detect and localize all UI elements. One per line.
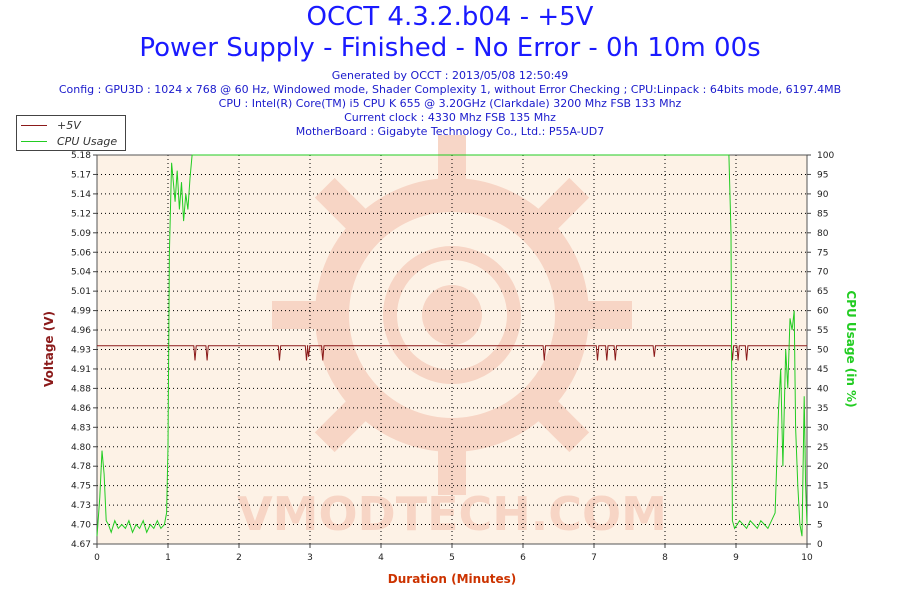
y-right-tick-label: 80 — [817, 229, 829, 239]
y-right-tick-label: 55 — [817, 326, 828, 336]
y-axis-left: 4.67 4.70 4.73 4.75 4.78 4.80 4.83 4.86 4.88 4.91… — [71, 151, 97, 550]
y-left-tick-label: 4.80 — [71, 443, 91, 453]
legend-label-voltage: +5V — [57, 118, 81, 132]
y-left-tick-label: 4.73 — [71, 501, 91, 511]
y-left-tick-label: 5.14 — [71, 190, 91, 200]
x-tick-label: 0 — [94, 553, 100, 563]
x-tick-label: 6 — [520, 553, 526, 563]
y-right-tick-label: 40 — [817, 384, 829, 394]
config-info: Config : GPU3D : 1024 x 768 @ 60 Hz, Win… — [58, 83, 842, 96]
y-right-tick-label: 60 — [817, 307, 829, 317]
x-tick-label: 3 — [307, 553, 313, 563]
legend-item-cpu: CPU Usage — [21, 133, 117, 149]
series-cpu-line — [96, 154, 808, 537]
motherboard-info: MotherBoard : Gigabyte Technology Co., L… — [295, 125, 605, 138]
y-left-tick-label: 4.91 — [71, 365, 91, 375]
y-axis-left-title: Voltage (V) — [42, 311, 56, 387]
x-axis-title: Duration (Minutes) — [388, 572, 516, 586]
y-right-tick-label: 75 — [817, 248, 828, 258]
y-left-tick-label: 4.75 — [71, 482, 91, 492]
y-left-tick-label: 5.01 — [71, 287, 91, 297]
x-tick-label: 2 — [236, 553, 242, 563]
x-tick-label: 9 — [733, 553, 739, 563]
y-left-tick-label: 4.78 — [71, 462, 91, 472]
x-tick-label: 5 — [449, 553, 455, 563]
y-right-tick-label: 35 — [817, 404, 828, 414]
y-right-tick-label: 70 — [817, 268, 829, 278]
y-right-tick-label: 65 — [817, 287, 828, 297]
x-axis: 0 1 2 3 4 5 6 7 8 9 10 — [94, 544, 813, 563]
y-right-tick-label: 15 — [817, 482, 828, 492]
y-right-tick-label: 30 — [817, 423, 829, 433]
chart-subtitle: Power Supply - Finished - No Error - 0h … — [139, 33, 761, 63]
y-right-tick-label: 95 — [817, 170, 828, 180]
y-right-tick-label: 90 — [817, 190, 829, 200]
x-tick-label: 4 — [378, 553, 384, 563]
y-right-tick-label: 20 — [817, 462, 829, 472]
y-axis-right: 0 5 10 15 20 25 30 35 40 45 50 55 60 65 70 75 80 85 90 95 10… — [807, 151, 834, 550]
y-right-tick-label: 10 — [817, 501, 829, 511]
generated-info: Generated by OCCT : 2013/05/08 12:50:49 — [331, 69, 569, 82]
clock-info: Current clock : 4330 Mhz FSB 135 Mhz — [344, 111, 556, 124]
y-right-tick-label: 50 — [817, 346, 829, 356]
legend-swatch-voltage — [21, 124, 47, 126]
y-right-tick-label: 45 — [817, 365, 828, 375]
y-left-tick-label: 4.86 — [71, 404, 91, 414]
legend-swatch-cpu — [21, 140, 47, 142]
y-left-tick-label: 4.83 — [71, 423, 91, 433]
x-tick-label: 1 — [165, 553, 171, 563]
cpu-info: CPU : Intel(R) Core(TM) i5 CPU K 655 @ 3… — [218, 97, 682, 110]
y-right-tick-label: 100 — [817, 151, 834, 161]
y-right-tick-label: 0 — [817, 540, 823, 550]
y-axis-right-title: CPU Usage (in %) — [844, 290, 858, 407]
y-left-tick-label: 4.88 — [71, 384, 91, 394]
y-left-tick-label: 5.12 — [71, 209, 91, 219]
x-tick-label: 10 — [801, 553, 813, 563]
y-right-tick-label: 25 — [817, 443, 828, 453]
y-left-tick-label: 5.06 — [71, 248, 91, 258]
y-left-tick-label: 4.96 — [71, 326, 91, 336]
y-left-tick-label: 4.67 — [71, 540, 91, 550]
y-right-tick-label: 85 — [817, 209, 828, 219]
x-tick-label: 7 — [591, 553, 597, 563]
y-left-tick-label: 5.18 — [71, 151, 91, 161]
y-left-tick-label: 4.99 — [71, 307, 91, 317]
y-left-tick-label: 5.17 — [71, 170, 91, 180]
series-voltage-line — [97, 345, 807, 361]
y-left-tick-label: 4.93 — [71, 346, 91, 356]
y-left-tick-label: 4.70 — [71, 521, 91, 531]
x-tick-label: 8 — [662, 553, 668, 563]
y-right-tick-label: 5 — [817, 521, 823, 531]
y-left-tick-label: 5.04 — [71, 268, 91, 278]
legend-item-voltage: +5V — [21, 117, 81, 133]
legend: +5V CPU Usage — [16, 115, 126, 151]
chart-title: OCCT 4.3.2.b04 - +5V — [306, 2, 594, 32]
legend-label-cpu: CPU Usage — [57, 134, 118, 148]
gridlines — [97, 155, 807, 544]
y-left-tick-label: 5.09 — [71, 229, 91, 239]
